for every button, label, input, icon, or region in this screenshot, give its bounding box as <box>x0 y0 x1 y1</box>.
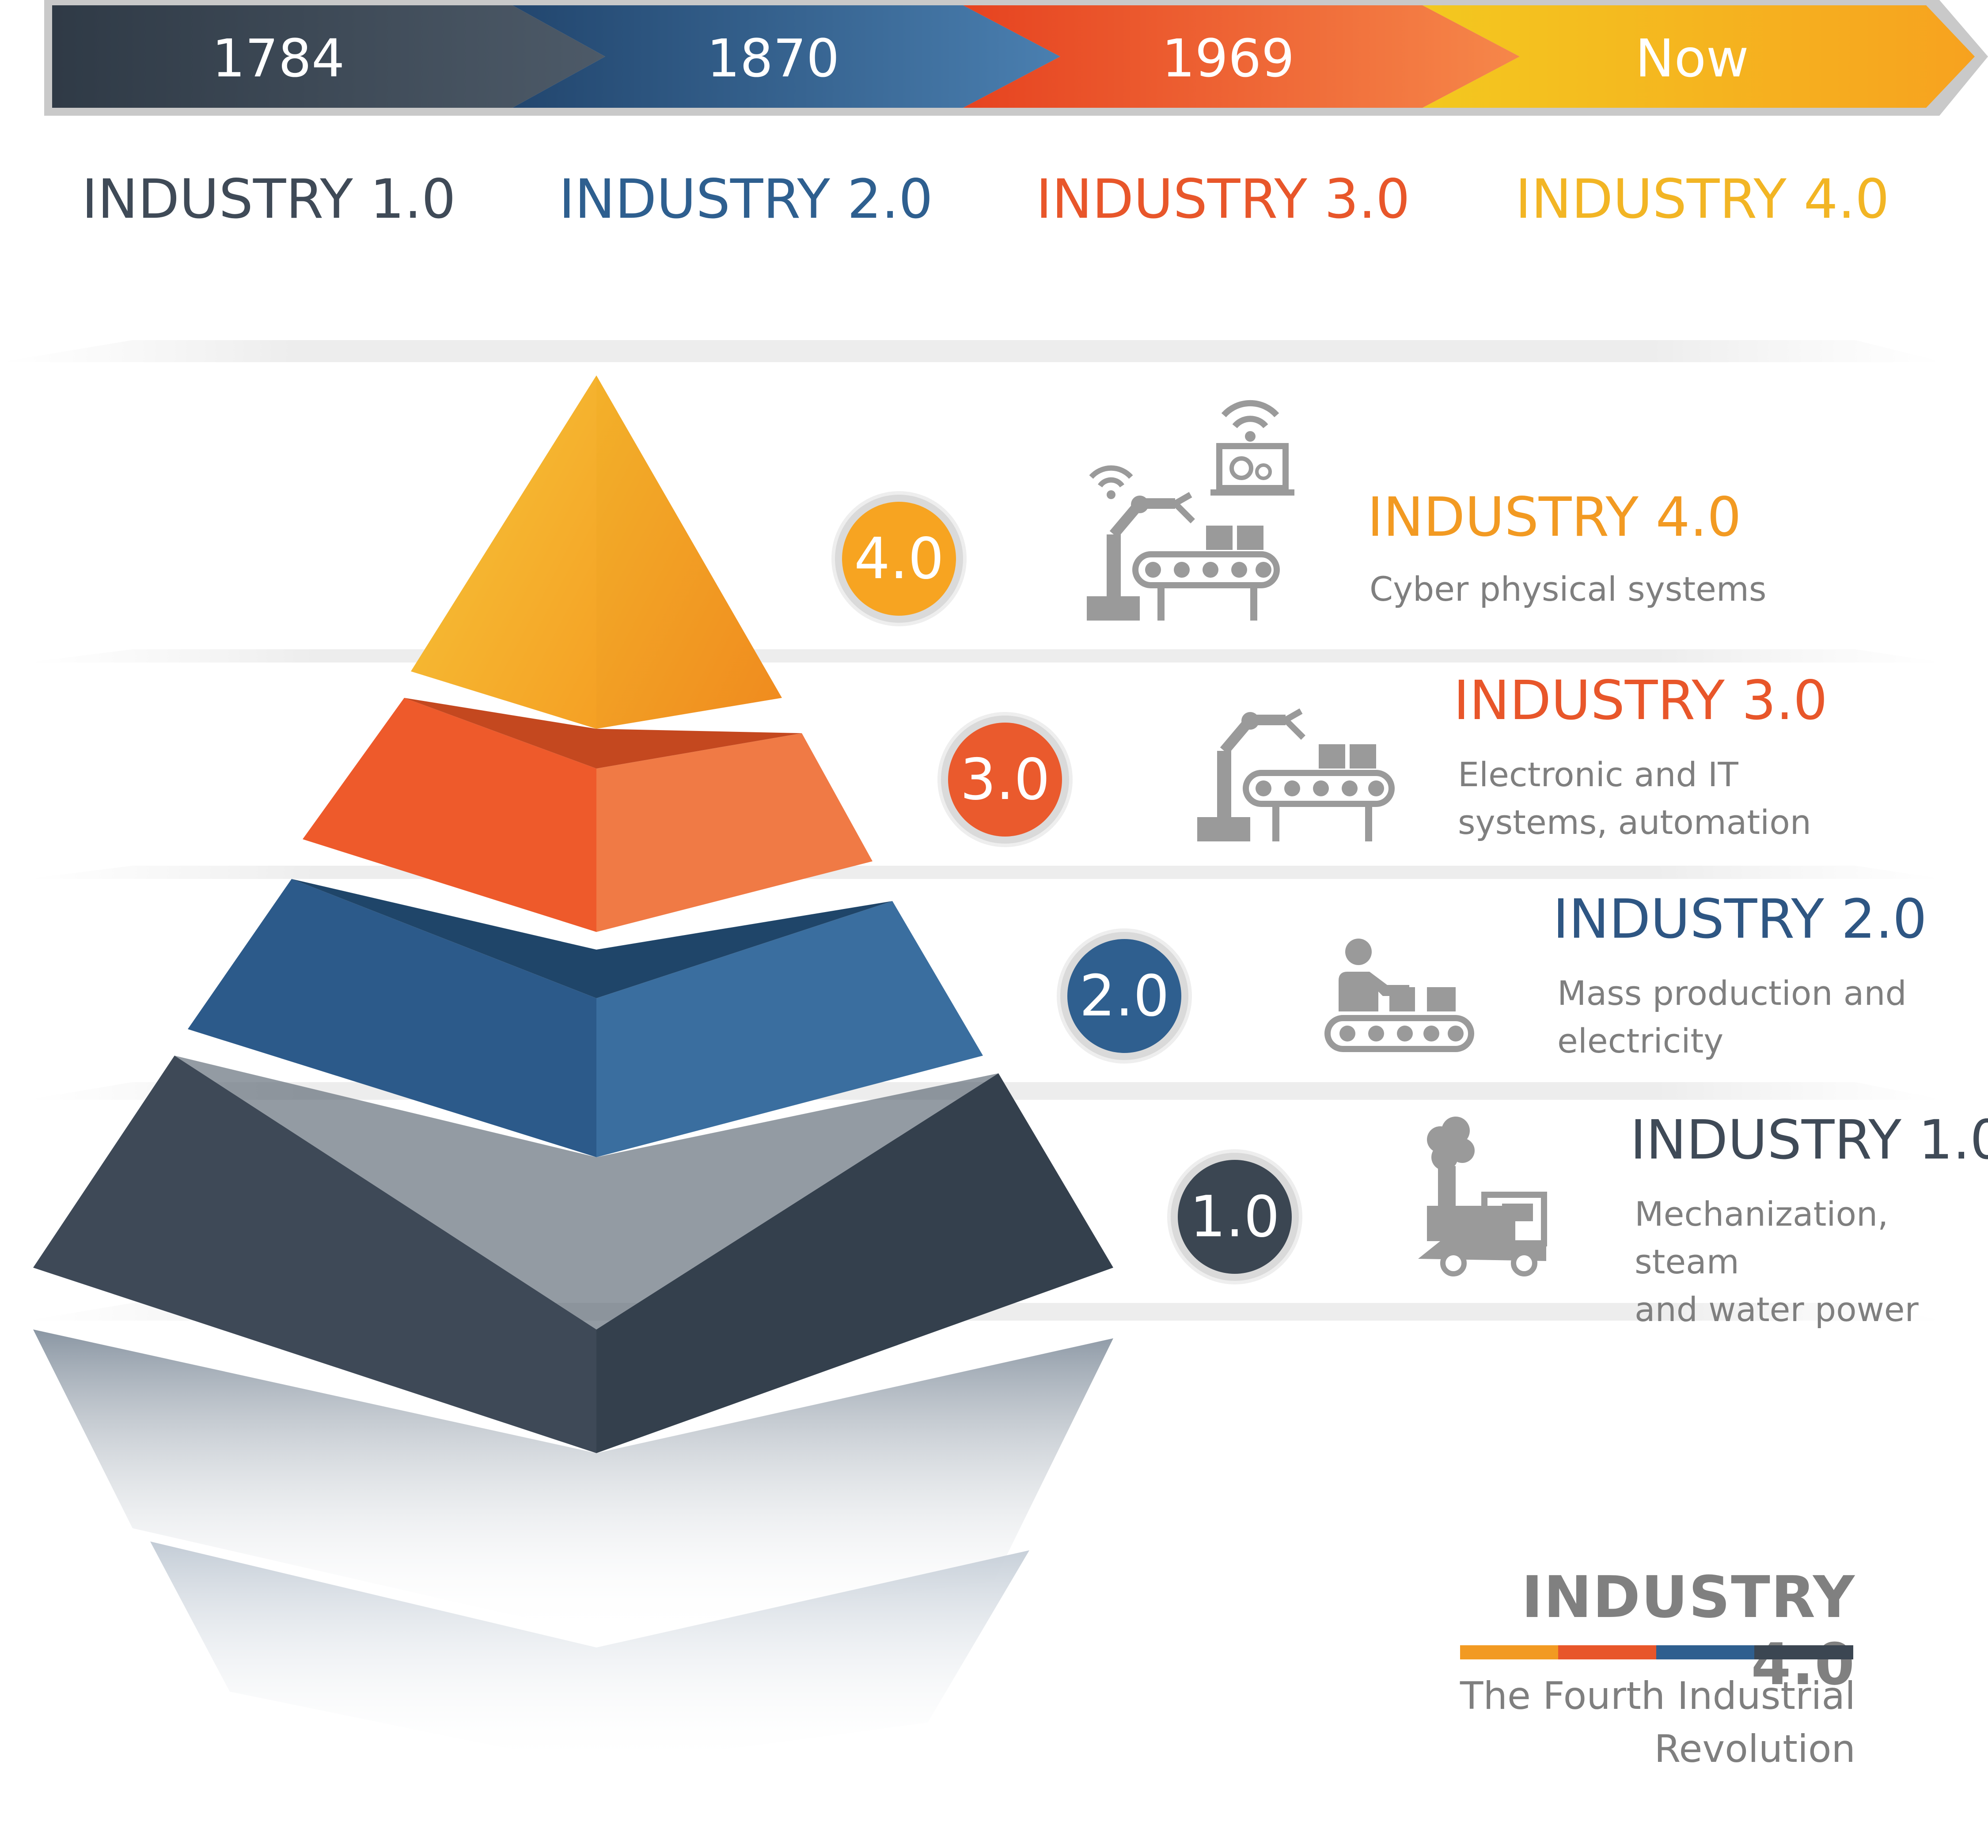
pyramid-level-3 <box>303 698 873 932</box>
pyramid-level-2 <box>188 879 983 1157</box>
level-badge-3: 3.0 <box>941 716 1069 844</box>
level-badge-2-label: 2.0 <box>1067 939 1181 1053</box>
level-desc-2: Mass production and electricity <box>1557 973 1907 1060</box>
era-title-4: INDUSTRY 4.0 <box>1515 168 1889 231</box>
level-badge-4: 4.0 <box>835 495 963 623</box>
timeline-arrow <box>44 0 1988 116</box>
level-title-1: INDUSTRY 1.0 <box>1630 1109 1988 1171</box>
robot-arm-network-icon <box>1087 400 1294 621</box>
pyramid <box>33 375 1113 1767</box>
worker-conveyor-icon <box>1324 939 1474 1052</box>
level-badge-4-label: 4.0 <box>842 502 956 616</box>
era-segment-3 <box>963 5 1520 108</box>
level-badge-1-label: 1.0 <box>1178 1160 1292 1274</box>
level-title-4: INDUSTRY 4.0 <box>1367 486 1741 549</box>
era-segment-1 <box>52 5 605 108</box>
pyramid-level-1 <box>33 1056 1113 1453</box>
pyramid-reflection <box>33 1329 1113 1634</box>
level-badge-2: 2.0 <box>1060 932 1188 1060</box>
brand-color-stripe <box>1460 1645 1853 1659</box>
era-title-3: INDUSTRY 3.0 <box>1036 168 1410 231</box>
era-year-now: Now <box>1635 28 1749 89</box>
era-year-1784: 1784 <box>212 28 345 89</box>
level-desc-1: Mechanization, steam and water power <box>1635 1194 1919 1329</box>
era-title-2: INDUSTRY 2.0 <box>559 168 933 231</box>
level-desc-3: Electronic and IT systems, automation <box>1458 755 1811 842</box>
brand-subtitle: The Fourth Industrial Revolution <box>1460 1674 1855 1771</box>
era-segment-4 <box>1423 5 1975 108</box>
level-title-3: INDUSTRY 3.0 <box>1453 669 1828 732</box>
level-badge-1: 1.0 <box>1171 1153 1299 1281</box>
pyramid-level-4 <box>411 375 782 729</box>
level-desc-4: Cyber physical systems <box>1370 569 1767 609</box>
brand-title: INDUSTRY 4.0 <box>1521 1564 1855 1698</box>
robot-arm-conveyor-icon <box>1197 708 1395 841</box>
level-title-2: INDUSTRY 2.0 <box>1553 888 1927 951</box>
era-segment-2 <box>512 5 1060 108</box>
level-badge-3-label: 3.0 <box>948 723 1062 837</box>
era-title-1: INDUSTRY 1.0 <box>82 168 456 231</box>
era-year-1870: 1870 <box>706 28 840 89</box>
era-year-1969: 1969 <box>1161 28 1295 89</box>
steam-locomotive-icon <box>1418 1117 1547 1276</box>
